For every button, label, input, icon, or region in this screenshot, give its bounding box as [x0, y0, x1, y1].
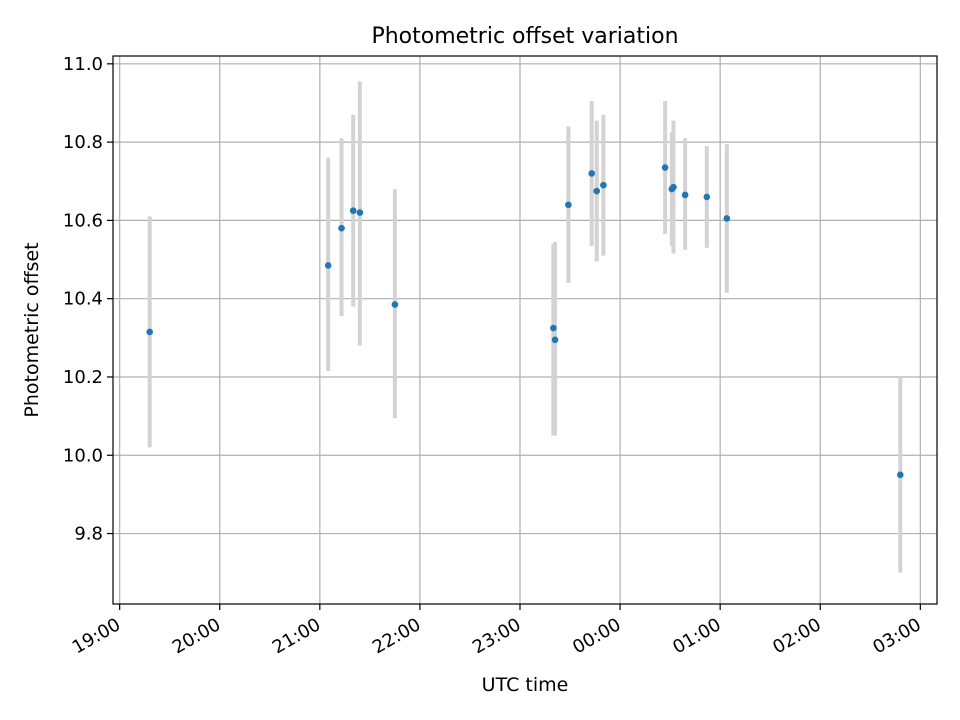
y-tick-label: 9.8 — [74, 524, 103, 545]
chart-title: Photometric offset variation — [371, 24, 678, 49]
data-point — [661, 164, 669, 171]
y-tick-label: 10.2 — [63, 367, 103, 388]
data-point — [588, 170, 596, 177]
x-axis-label: UTC time — [482, 674, 569, 696]
y-tick-label: 10.0 — [63, 445, 103, 466]
data-point — [723, 215, 731, 222]
data-point — [600, 181, 607, 189]
y-tick-label: 11.0 — [63, 54, 103, 75]
data-point — [551, 336, 559, 344]
data-point — [670, 183, 677, 191]
data-point — [550, 324, 557, 332]
y-tick-label: 10.8 — [63, 132, 103, 153]
grid — [113, 56, 937, 604]
y-tick-label: 10.6 — [63, 210, 103, 231]
data-point — [897, 471, 904, 479]
data-point — [703, 193, 711, 201]
y-axis-label: Photometric offset — [21, 242, 43, 417]
data-point — [338, 224, 345, 232]
y-axis-ticks: 9.8 10.0 10.2 10.4 10.6 10.8 11.0 — [63, 54, 113, 545]
plot-frame — [112, 55, 938, 605]
data-point — [565, 201, 572, 209]
y-tick-label: 10.4 — [63, 289, 103, 310]
data-point — [356, 209, 364, 216]
data-point — [593, 187, 601, 195]
data-point — [146, 328, 153, 336]
data-point — [349, 207, 357, 214]
data-point — [324, 262, 332, 269]
data-points — [146, 164, 904, 479]
data-point — [681, 191, 689, 199]
data-point — [391, 301, 399, 308]
